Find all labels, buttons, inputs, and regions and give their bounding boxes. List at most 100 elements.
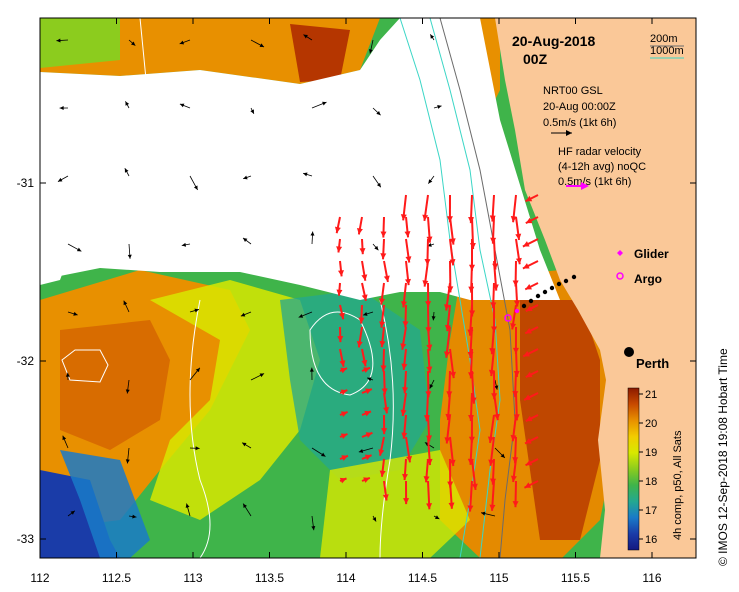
model-arrow-head — [185, 503, 190, 508]
radar-arrow-head — [361, 359, 368, 367]
colorbar-title: 4h comp, p50, All Sats — [672, 430, 684, 540]
radar-legend-line1: HF radar velocity — [558, 146, 642, 158]
radar-arrow-head — [341, 455, 348, 461]
model-arrow-head — [500, 453, 505, 458]
radar-arrow-head — [449, 459, 456, 467]
radar-arrow-head — [471, 483, 478, 490]
model-arrow-head — [310, 231, 315, 236]
radar-arrow-head — [522, 241, 530, 247]
y-tick-label: -32 — [17, 354, 35, 368]
sst-yellow-south — [320, 450, 470, 558]
model-arrow-head — [311, 525, 316, 531]
radar-arrow-head — [515, 233, 522, 240]
radar-arrow-head — [379, 298, 385, 305]
contour-sst-white-2 — [61, 349, 109, 383]
radar-arrow-head — [340, 367, 348, 374]
radar-arrow-head — [381, 428, 388, 435]
radar-arrow-head — [334, 226, 341, 234]
sst-yellow-swirl — [150, 280, 320, 520]
plot-area — [40, 18, 696, 558]
radar-arrow-head — [525, 438, 532, 444]
radar-arrow-head — [513, 300, 520, 307]
radar-arrow-head — [525, 217, 533, 224]
radar-arrow-head — [383, 407, 390, 414]
colorbar-tick-label: 19 — [645, 447, 657, 459]
colorbar-tick-label: 16 — [645, 534, 657, 546]
cloud-mask — [40, 18, 560, 300]
radar-arrow-head — [449, 238, 456, 245]
contour-200m — [439, 18, 516, 558]
model-arrow-head — [59, 106, 64, 111]
radar-arrow-head — [525, 371, 533, 378]
radar-arrow-head — [401, 432, 408, 439]
radar-arrow-head — [381, 388, 388, 395]
radar-arrow-head — [489, 504, 496, 511]
model-arrow-head — [437, 105, 442, 109]
radar-arrow-head — [380, 365, 387, 372]
y-tick-label: -31 — [17, 176, 35, 190]
radar-arrow-head — [364, 454, 372, 461]
model-legend-arrowhead — [566, 130, 572, 136]
map-time: 00Z — [523, 51, 548, 67]
radar-arrow-head — [359, 248, 366, 255]
perth-label: Perth — [636, 356, 669, 371]
colorbar-tick-label: 18 — [645, 476, 657, 488]
y-axis: -31 -32 -33 — [17, 176, 696, 546]
radar-arrow-head — [380, 231, 387, 238]
model-arrow-head — [57, 177, 63, 182]
x-tick-label: 115 — [489, 571, 508, 585]
radar-arrow-head — [510, 475, 517, 482]
x-tick-label: 112.5 — [102, 571, 131, 585]
radar-arrow-head — [512, 501, 519, 508]
radar-arrow-head — [364, 410, 371, 417]
radar-legend-line2: (4-12h avg) noQC — [558, 161, 646, 173]
colorbar-tick-label: 17 — [645, 505, 657, 517]
radar-arrow-head — [379, 470, 386, 477]
colorbar — [627, 387, 640, 551]
contour-sst-white-4 — [379, 299, 394, 558]
model-arrow-head — [431, 316, 436, 321]
sst-orange-blob — [60, 320, 170, 450]
model-arrow-head — [494, 385, 499, 390]
radar-arrow-head — [425, 301, 432, 308]
radar-arrow-head — [422, 214, 429, 221]
colorbar-ticks: 21 20 19 18 17 16 — [639, 389, 657, 546]
radar-arrow-head — [361, 274, 368, 281]
radar-arrow-head — [443, 351, 450, 358]
model-arrow-head — [123, 300, 128, 306]
radar-legend-arrowhead — [581, 182, 589, 190]
depth-legend-200: 200m — [650, 33, 678, 45]
model-arrow-head — [250, 109, 254, 114]
model-arrow-head — [298, 314, 304, 318]
sst-cyan-sw — [60, 450, 150, 558]
radar-arrow-head — [489, 215, 496, 222]
model-arrow-head — [125, 389, 130, 394]
model-arrow-head — [125, 459, 130, 464]
radar-arrow-head — [525, 195, 533, 202]
radar-arrow-head — [400, 409, 407, 416]
model-arrow-head — [374, 245, 379, 251]
x-axis: 112 112.5 113 113.5 114 114.5 115 115.5 116 — [30, 18, 662, 585]
colorbar-tick-label: 21 — [645, 389, 657, 401]
radar-arrow-head — [422, 280, 429, 287]
credit-text: © IMOS 12-Sep-2018 19:08 Hobart Time — [716, 348, 730, 566]
contour-sst-white-5 — [139, 18, 161, 201]
radar-arrow-head — [525, 284, 532, 290]
radar-arrow-head — [523, 351, 530, 357]
radar-arrow-head — [402, 321, 409, 328]
radar-arrow-head — [524, 394, 531, 400]
argo-legend-icon — [616, 272, 624, 280]
radar-arrow-head — [448, 502, 455, 509]
radar-arrow-head — [356, 341, 363, 348]
model-arrow-head — [179, 103, 185, 108]
model-arrow-head — [430, 34, 435, 39]
radar-arrow-head — [525, 305, 533, 312]
model-arrow-head — [194, 308, 199, 313]
model-arrow-head — [259, 43, 265, 48]
depth-legend-1000: 1000m — [650, 45, 684, 57]
radar-arrow-head — [365, 388, 372, 395]
radar-arrow-head — [378, 449, 385, 456]
model-arrow-head — [73, 311, 78, 316]
glider-legend-label: Glider — [634, 247, 669, 261]
radar-arrow-head — [380, 253, 387, 260]
